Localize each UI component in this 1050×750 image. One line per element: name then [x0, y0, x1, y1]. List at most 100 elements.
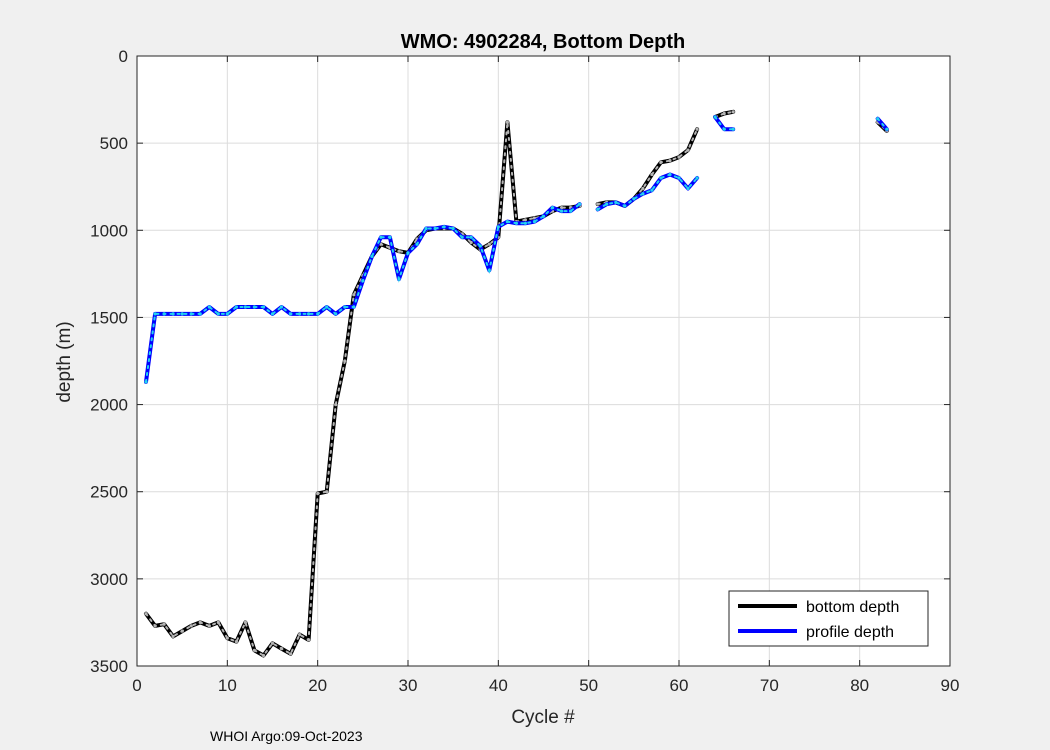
bottom-depth-point: [731, 110, 735, 114]
y-tick-label: 0: [119, 47, 128, 66]
x-tick-label: 70: [760, 676, 779, 695]
legend-label-bottom-depth: bottom depth: [806, 599, 899, 616]
profile-depth-point: [162, 312, 166, 316]
profile-depth-point: [713, 115, 717, 119]
profile-depth-point: [198, 312, 202, 316]
profile-depth-point: [289, 312, 293, 316]
legend-box: [728, 590, 929, 647]
x-tick-label: 20: [308, 676, 327, 695]
x-tick-label: 90: [941, 676, 960, 695]
profile-depth-point: [225, 312, 229, 316]
y-axis-ticks: 0 500 1000 1500 2000 2500 3000 3500: [90, 47, 950, 676]
profile-depth-point: [261, 305, 266, 309]
x-tick-label: 60: [670, 676, 689, 695]
profile-depth-point: [370, 254, 374, 258]
profile-depth-point: [614, 200, 618, 204]
profile-depth-point: [379, 235, 383, 239]
profile-depth-point: [478, 244, 482, 248]
bottom-depth-point: [659, 160, 663, 164]
profile-depth-point: [279, 305, 284, 309]
x-tick-label: 10: [218, 676, 237, 695]
profile-depth-point: [605, 202, 609, 206]
bottom-depth-point: [560, 206, 564, 210]
profile-depth-point: [433, 226, 437, 231]
bottom-depth-point: [252, 648, 256, 652]
bottom-depth-point: [334, 403, 338, 407]
profile-depth-point: [641, 192, 645, 196]
x-tick-label: 0: [132, 676, 141, 695]
profile-depth-point: [677, 176, 681, 180]
profile-depth-point: [252, 305, 256, 309]
bottom-depth-point: [180, 629, 184, 633]
profile-depth-point: [523, 221, 528, 225]
profile-depth-marker-line: [876, 117, 888, 131]
y-tick-label: 1000: [90, 221, 128, 240]
bottom-depth-point: [189, 624, 193, 628]
y-tick-label: 2500: [90, 483, 128, 502]
profile-depth-point: [424, 226, 428, 231]
profile-depth-point: [596, 207, 600, 211]
profile-depth-point: [397, 277, 401, 281]
bottom-depth-point: [695, 127, 699, 131]
bottom-depth-point: [153, 624, 157, 628]
profile-depth-point: [334, 312, 338, 316]
series-layer: [144, 109, 889, 658]
profile-depth-point: [885, 127, 889, 131]
chart-title: WMO: 4902284, Bottom Depth: [401, 31, 685, 53]
profile-depth-point: [171, 312, 175, 316]
profile-depth-point: [496, 225, 500, 229]
bottom-depth-point: [523, 218, 528, 222]
profile-depth-point: [505, 220, 509, 224]
profile-depth-point: [388, 235, 392, 239]
profile-depth-point: [442, 225, 446, 229]
bottom-depth-point: [144, 612, 148, 616]
profile-depth-point: [451, 226, 455, 231]
profile-depth-marker-line: [596, 173, 699, 211]
bottom-depth-point: [171, 634, 175, 639]
profile-depth-point: [352, 305, 356, 309]
bottom-depth-point: [325, 490, 329, 494]
legend-label-profile-depth: profile depth: [806, 624, 894, 641]
y-tick-label: 3000: [90, 570, 128, 589]
bottom-depth-point: [505, 120, 509, 124]
profile-depth-point: [532, 220, 537, 224]
bottom-depth-point: [225, 636, 229, 640]
x-tick-label: 40: [489, 676, 508, 695]
profile-depth-point: [695, 176, 699, 180]
x-axis-label: Cycle #: [511, 707, 575, 728]
profile-depth-point: [487, 268, 491, 272]
profile-depth-point: [550, 206, 555, 210]
profile-depth-point: [514, 221, 519, 225]
bottom-depth-point: [343, 359, 347, 363]
profile-depth-point: [541, 214, 546, 218]
profile-depth-point: [325, 305, 329, 309]
bottom-depth-point: [307, 638, 311, 642]
profile-depth-point: [270, 312, 275, 316]
bottom-depth-point: [397, 249, 401, 253]
profile-depth-point: [460, 235, 464, 239]
x-tick-label: 50: [579, 676, 598, 695]
profile-depth-point: [722, 127, 726, 131]
bottom-depth-point: [279, 647, 284, 651]
profile-depth-point: [316, 312, 320, 316]
profile-depth-point: [307, 312, 311, 316]
bottom-depth-point: [722, 111, 726, 116]
x-axis-ticks: 0 10 20 30 40 50 60 70 80 90: [132, 56, 959, 695]
plot-frame: [136, 55, 951, 667]
bottom-depth-point: [650, 172, 654, 177]
bottom-depth-point: [298, 633, 302, 637]
bottom-depth-point: [487, 242, 491, 246]
bottom-depth-point: [352, 293, 356, 297]
bottom-depth-point: [677, 155, 681, 159]
bottom-depth-point: [596, 202, 600, 206]
profile-depth-point: [668, 172, 672, 177]
series-profile-depth: [144, 115, 889, 384]
profile-depth-point: [659, 176, 663, 180]
profile-depth-point: [650, 188, 654, 192]
x-tick-label: 30: [399, 676, 418, 695]
profile-depth-point: [234, 305, 238, 309]
profile-depth-point: [632, 197, 636, 201]
bottom-depth-point: [641, 186, 645, 191]
profile-depth-point: [623, 204, 627, 208]
